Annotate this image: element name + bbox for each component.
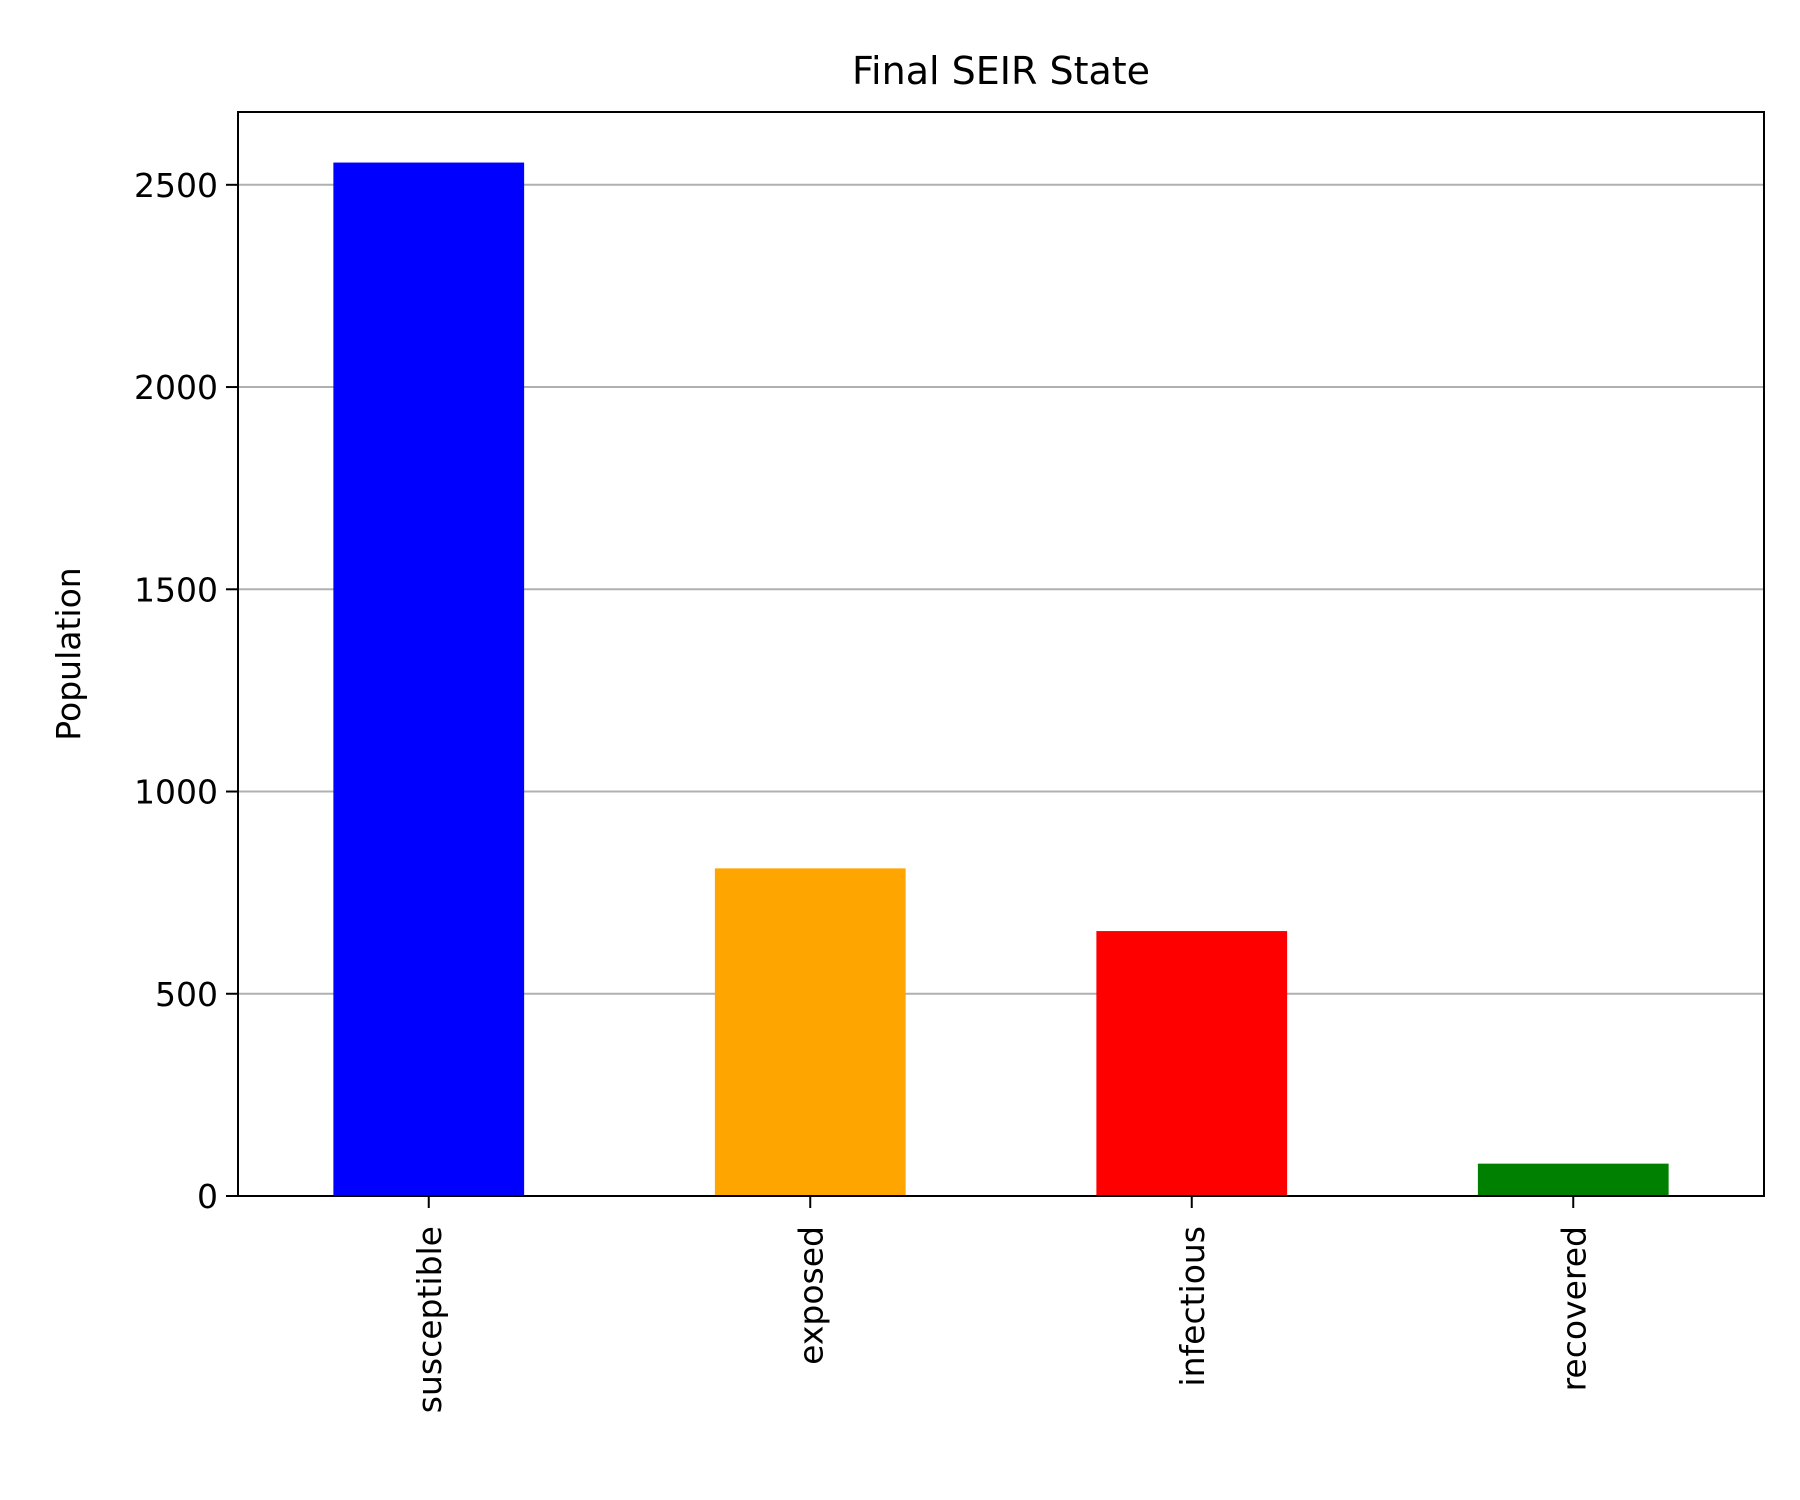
y-tick-label-2: 1000 [134,773,218,812]
y-tick-label-3: 1500 [134,570,218,609]
bar-recovered [1477,1163,1669,1196]
bar-exposed [714,868,906,1196]
y-axis-label: Population [49,567,88,740]
x-tick-label-recovered: recovered [1554,1226,1593,1391]
y-tick-label-1: 500 [155,975,218,1014]
chart-title: Final SEIR State [852,49,1150,93]
y-tick-label-5: 2500 [134,166,218,205]
bar-infectious [1096,931,1288,1196]
y-axis-ticks: 0 500 1000 1500 2000 2500 [134,166,238,1216]
y-tick-label-0: 0 [197,1177,218,1216]
x-tick-label-exposed: exposed [791,1226,830,1365]
bar-susceptible [333,162,525,1197]
plot-frame [237,111,1765,1197]
x-tick-label-susceptible: susceptible [410,1226,449,1413]
x-axis-ticks: susceptible exposed infectious recovered [410,1196,1593,1413]
y-tick-label-4: 2000 [134,368,218,407]
bars [333,162,1669,1197]
x-tick-label-infectious: infectious [1173,1226,1212,1387]
